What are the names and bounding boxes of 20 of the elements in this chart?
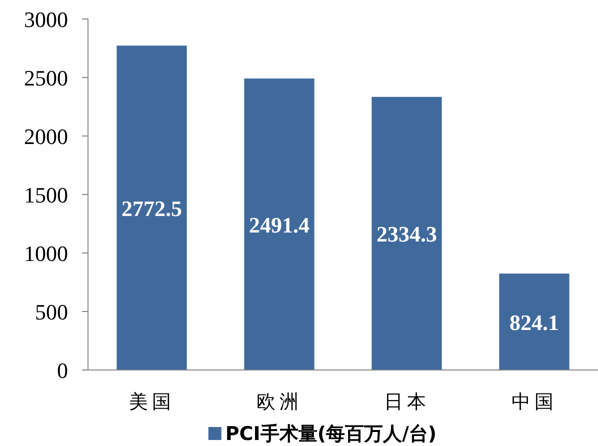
data-label: 824.1 bbox=[510, 310, 559, 335]
y-tick-label: 1000 bbox=[24, 241, 68, 266]
data-label: 2491.4 bbox=[249, 212, 310, 238]
data-label: 2334.3 bbox=[376, 221, 437, 246]
x-tick-label: 日本 bbox=[384, 391, 430, 413]
y-tick-label: 3000 bbox=[24, 7, 68, 32]
legend-label: PCI手术量(每百万人/台) bbox=[225, 423, 437, 445]
bar bbox=[244, 78, 314, 370]
bar bbox=[499, 274, 570, 370]
y-tick-label: 2500 bbox=[24, 66, 68, 90]
y-tick-label: 500 bbox=[35, 300, 68, 324]
y-tick-label: 2000 bbox=[24, 124, 68, 149]
y-tick-label: 1500 bbox=[24, 182, 68, 208]
bar bbox=[116, 46, 187, 370]
bar bbox=[372, 96, 442, 370]
x-tick-label: 美国 bbox=[128, 391, 175, 413]
x-tick-label: 中国 bbox=[511, 391, 558, 413]
data-label: 2772.5 bbox=[122, 196, 182, 221]
x-tick-label: 欧洲 bbox=[256, 391, 302, 413]
y-tick-label: 0 bbox=[57, 358, 68, 383]
